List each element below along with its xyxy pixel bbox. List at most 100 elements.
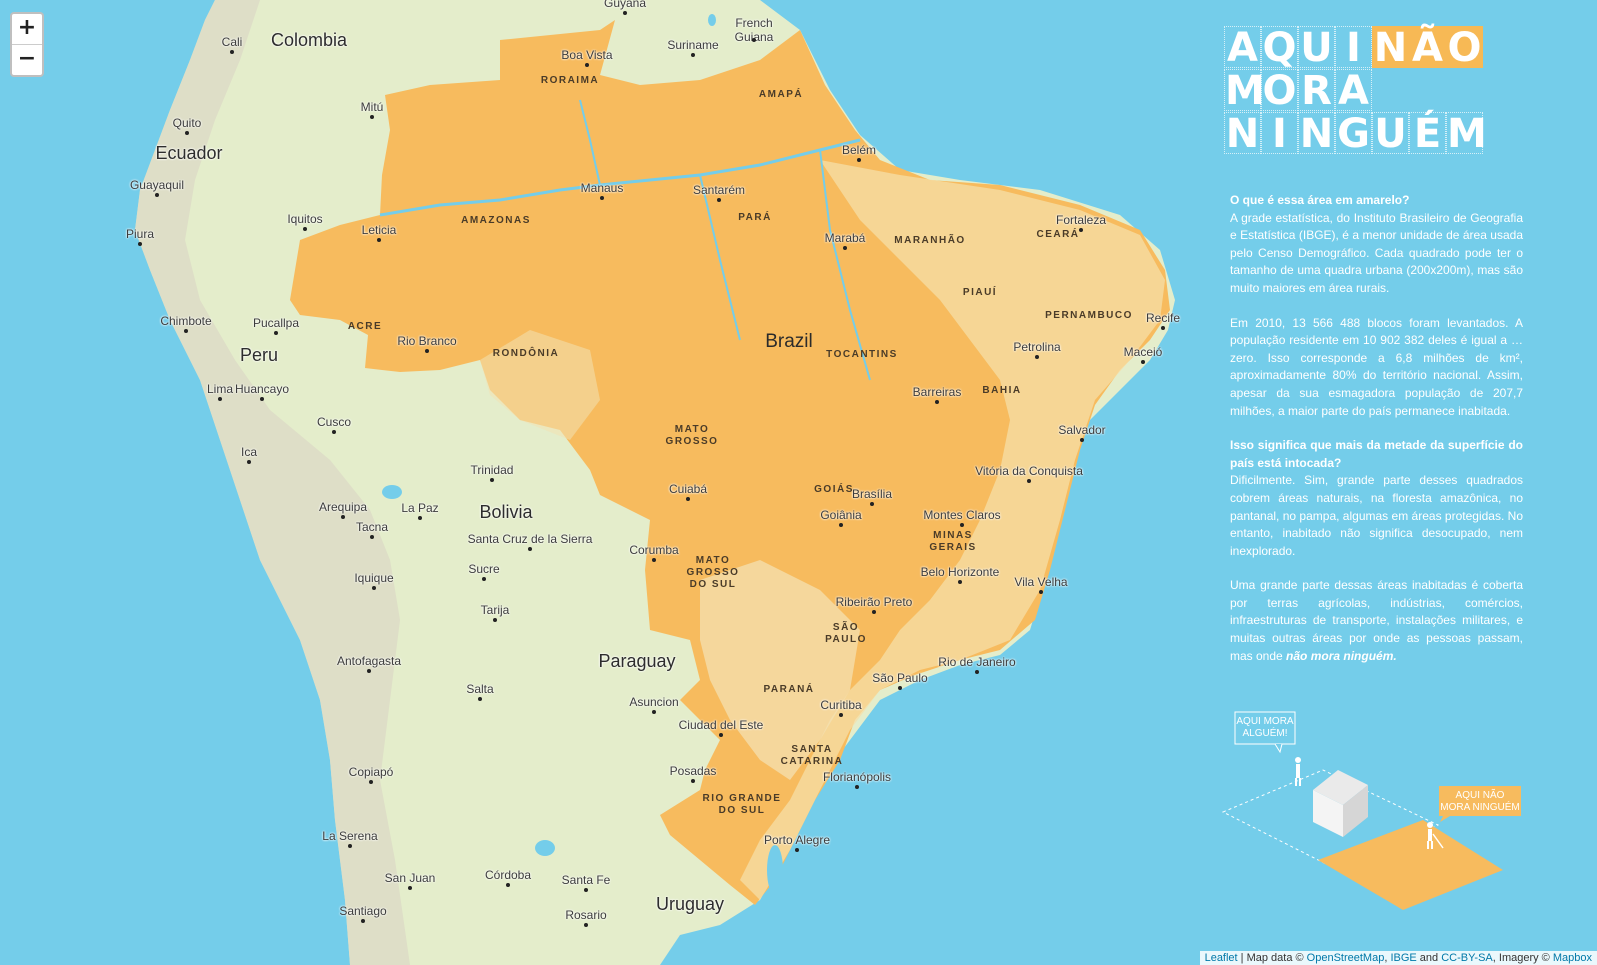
city-label: São Paulo <box>872 671 928 685</box>
city-marker <box>361 919 365 923</box>
answer-2: Dificilmente. Sim, grande parte desses q… <box>1230 473 1523 558</box>
city-label: Maceió <box>1123 345 1163 359</box>
city-marker <box>1035 355 1039 359</box>
city-label: Ciudad del Este <box>678 718 764 732</box>
city-label: Rosario <box>565 908 607 922</box>
osm-link[interactable]: OpenStreetMap <box>1306 952 1385 964</box>
city-label: Copiapó <box>348 765 394 779</box>
info-panel: O que é essa área em amarelo? A grade est… <box>1230 192 1523 682</box>
attr-text: , Imagery © <box>1492 952 1553 964</box>
city-marker <box>1080 438 1084 442</box>
house-illustration <box>1221 711 1521 910</box>
city-label: Lima <box>206 382 234 396</box>
city-marker <box>855 785 859 789</box>
inhabited-east-zone <box>740 160 1165 900</box>
city-label: Cusco <box>316 415 352 429</box>
city-label: Trinidad <box>470 463 514 477</box>
city-marker <box>1039 590 1043 594</box>
city-label: Asuncion <box>629 695 679 709</box>
cc-link[interactable]: CC-BY-SA <box>1441 952 1493 964</box>
house-roof <box>1313 770 1368 805</box>
title-letter: N <box>1224 111 1261 157</box>
city-marker <box>230 50 234 54</box>
leaflet-link[interactable]: Leaflet <box>1204 952 1238 964</box>
ibge-link[interactable]: IBGE <box>1390 952 1417 964</box>
city-label: Santa Fe <box>561 873 611 887</box>
paragraph-2: Em 2010, 13 566 488 blocos foram levanta… <box>1230 315 1523 418</box>
mapbox-link[interactable]: Mapbox <box>1552 952 1592 964</box>
title-letter: I <box>1335 26 1372 69</box>
city-marker <box>184 329 188 333</box>
zoom-out-button[interactable]: − <box>12 44 42 75</box>
andes-relief <box>135 0 410 965</box>
city-label: Arequipa <box>318 500 368 514</box>
answer-1: A grade estatística, do Instituto Brasil… <box>1230 210 1523 295</box>
paragraph-3: Isso significa que mais da metade da sup… <box>1230 437 1523 560</box>
person-left-icon <box>1295 757 1301 786</box>
city-marker <box>686 497 690 501</box>
title-letter: É <box>1409 112 1446 155</box>
city-marker <box>274 331 278 335</box>
title-letter: Q <box>1261 25 1298 71</box>
lagoa-dos-patos <box>767 845 783 895</box>
city-label: Vitória da Conquista <box>975 464 1083 478</box>
city-label: Petrolina <box>1013 340 1061 354</box>
city-marker <box>370 535 374 539</box>
state-label: MATO GROSSO DO SUL <box>686 555 740 590</box>
title-letter: R <box>1298 69 1335 112</box>
city-label: Belém <box>841 143 877 157</box>
city-label: Córdoba <box>484 868 532 882</box>
amazon-river <box>379 138 861 217</box>
city-marker <box>935 400 939 404</box>
attr-text: , <box>1384 952 1391 964</box>
city-marker <box>691 53 695 57</box>
city-label: San Juan <box>384 871 436 885</box>
orange-plot <box>1318 820 1503 910</box>
city-marker <box>478 697 482 701</box>
city-marker <box>839 713 843 717</box>
city-label: Marabá <box>824 231 866 245</box>
state-label: PIAUÍ <box>962 287 998 298</box>
state-label: SANTA CATARINA <box>780 744 844 767</box>
title-letter: A <box>1335 69 1372 112</box>
city-label: Antofagasta <box>336 654 402 668</box>
city-label: Barreiras <box>912 385 962 399</box>
emphasis: não mora ninguém. <box>1286 648 1397 663</box>
country-label: Ecuador <box>155 143 223 163</box>
city-marker <box>752 38 756 42</box>
title-letter: I <box>1261 112 1298 155</box>
state-label: AMAPÁ <box>758 89 804 100</box>
title-letter: N <box>1298 111 1335 157</box>
city-label: Cali <box>221 35 243 49</box>
city-marker <box>717 198 721 202</box>
country-label: Colombia <box>270 30 348 50</box>
city-label: Salta <box>466 682 494 696</box>
state-label: MINAS GERAIS <box>929 530 977 553</box>
city-marker <box>372 586 376 590</box>
city-marker <box>1161 326 1165 330</box>
title-letter: O <box>1446 25 1483 71</box>
city-marker <box>155 193 159 197</box>
city-marker <box>418 516 422 520</box>
state-label: RONDÔNIA <box>492 348 560 359</box>
city-marker <box>857 158 861 162</box>
city-marker <box>482 577 486 581</box>
city-label: Ica <box>240 445 258 459</box>
title-letter: M <box>1224 68 1265 114</box>
city-marker <box>839 523 843 527</box>
zoom-in-button[interactable]: + <box>17 15 37 40</box>
state-label: BAHIA <box>982 385 1022 396</box>
city-label: Suriname <box>667 38 719 52</box>
house-side <box>1343 785 1368 837</box>
zoom-control: + − <box>10 12 44 77</box>
city-marker <box>975 670 979 674</box>
title-letter: U <box>1298 26 1335 69</box>
state-label: RORAIMA <box>540 75 600 86</box>
paragraph-4: Uma grande parte dessas áreas inabitadas… <box>1230 577 1523 665</box>
state-label: CEARÁ <box>1036 229 1080 240</box>
city-label: Vila Velha <box>1014 575 1068 589</box>
city-marker <box>652 710 656 714</box>
